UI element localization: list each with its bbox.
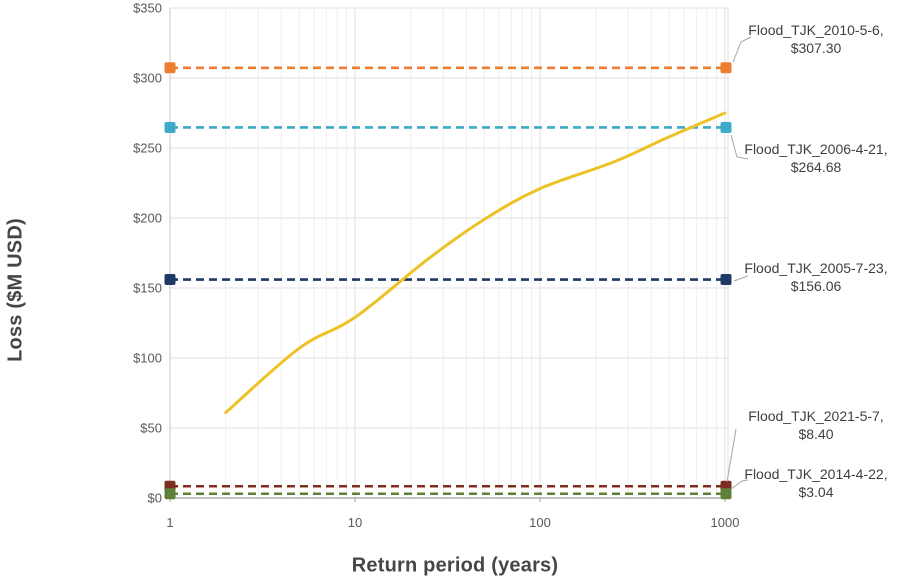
event-marker-flood-tjk-2010-5-6 — [720, 62, 732, 74]
annotation-value-flood-tjk-2010-5-6: $307.30 — [791, 40, 842, 56]
y-tick-label: $200 — [133, 211, 162, 226]
annotation-value-flood-tjk-2021-5-7: $8.40 — [798, 426, 833, 442]
annotation-name-flood-tjk-2010-5-6: Flood_TJK_2010-5-6, — [748, 22, 883, 38]
annotation-name-flood-tjk-2014-4-22: Flood_TJK_2014-4-22, — [744, 466, 887, 482]
event-marker-flood-tjk-2014-4-22 — [164, 488, 176, 500]
x-tick-label: 1 — [166, 515, 173, 530]
annotation-name-flood-tjk-2005-7-23: Flood_TJK_2005-7-23, — [744, 260, 887, 276]
annotation-value-flood-tjk-2006-4-21: $264.68 — [791, 159, 842, 175]
leader-line-flood-tjk-2010-5-6 — [732, 36, 752, 63]
leader-line-flood-tjk-2006-4-21 — [730, 134, 749, 160]
event-marker-flood-tjk-2006-4-21 — [164, 121, 176, 133]
y-tick-label: $0 — [148, 491, 162, 506]
y-tick-label: $150 — [133, 281, 162, 296]
leader-line-flood-tjk-2005-7-23 — [733, 275, 749, 282]
loss-exceedance-curve — [224, 111, 727, 415]
y-tick-label: $100 — [133, 351, 162, 366]
annotation-value-flood-tjk-2005-7-23: $156.06 — [791, 278, 842, 294]
leader-line-flood-tjk-2014-4-22 — [730, 479, 749, 490]
annotation-value-flood-tjk-2014-4-22: $3.04 — [798, 484, 833, 500]
event-marker-flood-tjk-2005-7-23 — [720, 274, 732, 286]
x-tick-label: 100 — [529, 515, 551, 530]
y-tick-label: $250 — [133, 141, 162, 156]
x-tick-label: 1000 — [711, 515, 740, 530]
y-tick-label: $300 — [133, 71, 162, 86]
x-tick-label: 10 — [348, 515, 362, 530]
leader-line-flood-tjk-2021-5-7 — [726, 428, 737, 483]
x-axis-title: Return period (years) — [351, 554, 559, 577]
event-marker-flood-tjk-2006-4-21 — [720, 121, 732, 133]
event-marker-flood-tjk-2010-5-6 — [164, 62, 176, 74]
y-tick-label: $50 — [140, 421, 162, 436]
y-tick-label: $350 — [133, 1, 162, 16]
event-marker-flood-tjk-2005-7-23 — [164, 274, 176, 286]
event-marker-flood-tjk-2014-4-22 — [720, 488, 732, 500]
annotation-name-flood-tjk-2006-4-21: Flood_TJK_2006-4-21, — [744, 141, 887, 157]
annotation-name-flood-tjk-2021-5-7: Flood_TJK_2021-5-7, — [748, 408, 883, 424]
